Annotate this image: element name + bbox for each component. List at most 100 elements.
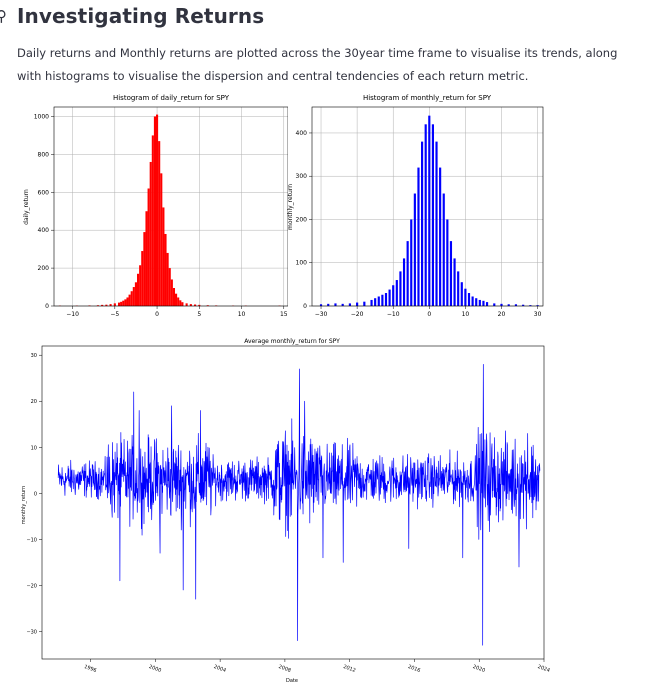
- y-tick-label: −10: [26, 537, 37, 543]
- y-tick-label: 100: [296, 260, 308, 267]
- chart-title: Histogram of monthly_return for SPY: [363, 94, 492, 102]
- histogram-bar: [172, 287, 176, 306]
- histogram-bar: [175, 293, 178, 306]
- histogram-bar: [370, 299, 373, 306]
- histogram-bar: [327, 303, 330, 306]
- histogram-bar: [392, 285, 395, 306]
- grid: [54, 107, 288, 307]
- histogram-bar: [141, 251, 144, 306]
- histogram-bar: [168, 268, 171, 306]
- histogram-bar: [145, 211, 148, 306]
- y-tick-label: −30: [26, 629, 37, 635]
- x-tick-label: 0: [427, 311, 431, 318]
- histogram-bar: [105, 304, 108, 306]
- histogram-bar: [431, 124, 434, 306]
- x-tick-label: 2004: [213, 664, 227, 674]
- y-tick-label: 400: [38, 227, 50, 234]
- histogram-bar: [475, 298, 478, 306]
- x-axis-label: Date: [286, 678, 298, 684]
- histogram-bar: [334, 303, 337, 306]
- histogram-bar: [388, 289, 391, 306]
- histogram-bar: [128, 294, 131, 306]
- x-tick-label: −20: [351, 311, 364, 318]
- y-tick-label: 300: [296, 173, 308, 180]
- x-tick-label: 10: [462, 311, 470, 318]
- histogram-bar: [421, 141, 424, 306]
- y-tick-label: 30: [31, 353, 37, 359]
- x-tick-label: 30: [534, 311, 542, 318]
- histogram-bar: [446, 219, 449, 306]
- histogram-bar: [160, 173, 163, 306]
- x-tick-label: 10: [238, 311, 246, 318]
- section-description: Daily returns and Monthly returns are pl…: [17, 46, 618, 83]
- x-tick-label: 5: [197, 311, 201, 318]
- histogram-bar: [500, 303, 503, 306]
- histogram-bar: [181, 302, 184, 306]
- y-axis-label: monthly_return: [21, 486, 27, 524]
- histogram-bar: [410, 219, 413, 306]
- histogram-bar: [170, 279, 173, 306]
- histogram-bar: [482, 300, 485, 306]
- histogram-bar: [424, 124, 427, 306]
- histogram-bar: [536, 305, 539, 306]
- histogram-bar: [132, 287, 135, 306]
- bars: [319, 115, 539, 306]
- histogram-bar: [417, 167, 420, 306]
- histogram-bar: [124, 299, 127, 306]
- histogram-bar: [460, 282, 463, 306]
- histogram-bar: [507, 304, 510, 306]
- x-tick-label: −5: [110, 311, 119, 318]
- x-tick-label: 0: [155, 311, 159, 318]
- link-anchor-icon[interactable]: ⚲: [0, 7, 7, 25]
- line-series: [57, 364, 541, 646]
- histogram-bar: [122, 300, 125, 306]
- ticks: −10 −5 0 5 10 15 0 200 400 600 800 1000: [34, 113, 288, 318]
- y-tick-label: 200: [296, 216, 308, 223]
- x-tick-label: 2000: [148, 664, 162, 674]
- plot-frame: [53, 106, 288, 307]
- daily-return-histogram: Histogram of daily_return for SPY daily_…: [23, 94, 288, 318]
- x-tick-label: 20: [498, 311, 506, 318]
- histogram-bar: [341, 303, 344, 306]
- y-tick-label: 0: [45, 303, 49, 310]
- histogram-bar: [428, 115, 431, 306]
- y-tick-label: 0: [34, 491, 37, 497]
- y-axis-label: daily_return: [23, 189, 30, 225]
- histogram-bar: [478, 299, 481, 306]
- x-tick-label: 2012: [342, 664, 356, 674]
- y-tick-label: −20: [26, 583, 37, 589]
- x-tick-label: 2016: [407, 664, 421, 674]
- histogram-bar: [374, 298, 377, 306]
- y-tick-label: 0: [303, 303, 307, 310]
- histogram-bar: [164, 233, 167, 306]
- histogram-bar: [413, 193, 416, 306]
- x-tick-label: 2020: [472, 664, 486, 674]
- histogram-bar: [189, 304, 192, 306]
- histogram-bar: [467, 293, 471, 306]
- histogram-bar: [529, 305, 532, 306]
- bars: [58, 114, 281, 306]
- x-tick-label: 2008: [278, 664, 292, 674]
- histogram-bar: [384, 293, 388, 306]
- histogram-bar: [464, 288, 467, 306]
- histogram-bar: [179, 300, 182, 306]
- chart-title: Average monthly_return for SPY: [244, 338, 340, 345]
- histogram-bar: [120, 301, 123, 306]
- histogram-bar: [435, 141, 438, 306]
- histogram-bar: [96, 305, 99, 306]
- histogram-bar: [185, 303, 188, 306]
- y-tick-label: 600: [38, 189, 50, 196]
- x-tick-label: 15: [280, 311, 288, 318]
- histogram-bar: [377, 296, 380, 306]
- histogram-bar: [147, 188, 150, 306]
- histogram-bar: [206, 305, 209, 306]
- plot-frame: [311, 106, 544, 307]
- histogram-bar: [136, 273, 140, 306]
- histogram-bar: [395, 280, 398, 306]
- histogram-bar: [348, 303, 351, 306]
- y-tick-label: 400: [296, 130, 308, 137]
- histogram-bar: [402, 258, 406, 306]
- histogram-bar: [457, 271, 460, 306]
- histogram-bar: [442, 193, 445, 306]
